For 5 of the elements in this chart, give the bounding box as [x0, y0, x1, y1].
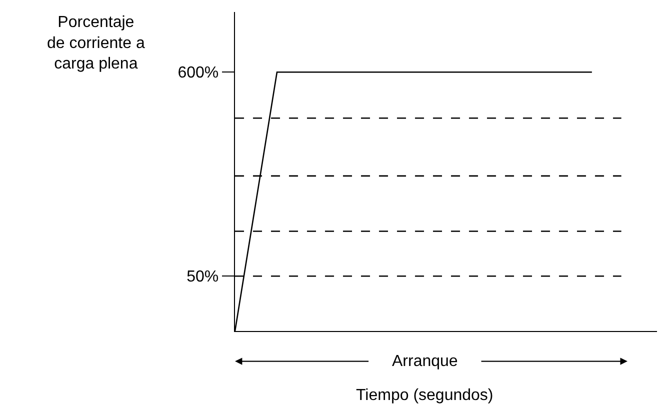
y-tick-label: 600% — [178, 64, 219, 82]
text: Arranque — [392, 353, 458, 370]
x-axis-title: Tiempo (segundos) — [356, 387, 494, 404]
y-tick-label: 50% — [186, 268, 219, 286]
y-axis-title: Porcentaje de corriente a carga plena — [47, 14, 145, 73]
